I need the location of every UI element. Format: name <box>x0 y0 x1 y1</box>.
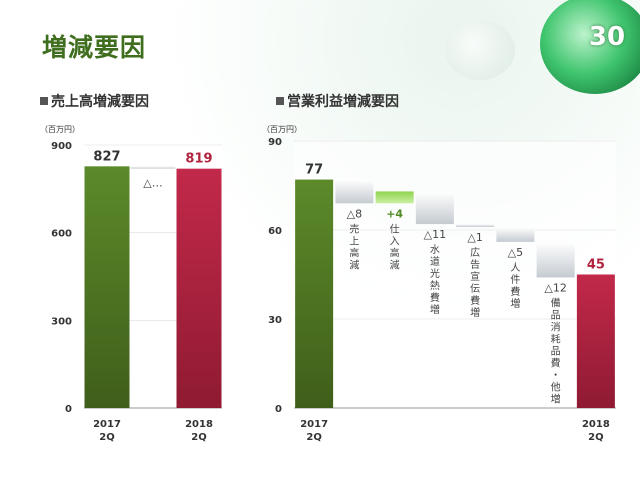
factor-label: 仕入高減 <box>390 222 400 271</box>
factor-label: 売上高減 <box>349 222 359 271</box>
factor-label-text: 売上高減 <box>349 222 359 271</box>
data-label: △12 <box>544 281 566 294</box>
chart1-title: 売上高増減要因 <box>51 94 149 110</box>
factor-label-text: 仕入高減 <box>390 222 400 271</box>
bar-total <box>295 179 334 408</box>
bar-decrease <box>130 166 176 169</box>
factor-label: 備品消耗品費・他増 <box>551 296 561 405</box>
data-label: 827 <box>93 149 120 164</box>
globe-decoration-small <box>445 20 515 80</box>
data-label: 45 <box>587 258 605 273</box>
bar-decrease <box>335 179 374 204</box>
bar-decrease <box>456 224 495 228</box>
data-label: +4 <box>386 207 403 220</box>
factor-label: 人件費増 <box>510 262 520 310</box>
bar-decrease <box>415 191 454 225</box>
bullet-square-icon <box>276 97 284 105</box>
factor-label: 水道光熱費増 <box>430 244 440 316</box>
data-label: △5 <box>508 246 523 259</box>
data-label: △1 <box>467 231 482 244</box>
page-number: 30 <box>588 22 626 52</box>
y-tick-label: 30 <box>268 315 282 326</box>
data-label: △… <box>143 177 162 190</box>
y-tick-label: 600 <box>51 229 72 240</box>
y-tick-label: 60 <box>268 226 282 237</box>
bullet-square-icon <box>40 97 48 105</box>
x-category-label: 2018 2Q <box>582 419 610 443</box>
y-tick-label: 300 <box>51 316 72 327</box>
data-label: △11 <box>424 228 446 241</box>
x-category-label: 2017 2Q <box>300 419 328 443</box>
bar-total <box>84 166 130 408</box>
chart2-title-wrap: 営業利益増減要因 <box>276 91 399 111</box>
data-label: 77 <box>305 163 323 178</box>
chart2-title: 営業利益増減要因 <box>287 94 399 110</box>
y-tick-label: 90 <box>268 137 282 148</box>
chart1-unit: （百万円） <box>40 125 80 134</box>
factor-label: 広告宣伝費増 <box>470 246 480 319</box>
slide-title: 増減要因 <box>42 33 147 62</box>
data-label: 819 <box>185 152 212 167</box>
factor-label-text: 備品消耗品費・他増 <box>551 296 561 405</box>
y-tick-label: 0 <box>65 404 72 415</box>
bar-increase <box>375 191 414 204</box>
bar-decrease <box>496 227 535 242</box>
x-category-label: 2017 2Q <box>93 419 121 443</box>
chart1-title-wrap: 売上高増減要因 <box>40 91 149 111</box>
bar-decrease <box>536 241 575 278</box>
x-category-label: 2018 2Q <box>185 419 213 443</box>
factor-label-text: 広告宣伝費増 <box>470 246 480 319</box>
data-label: △8 <box>347 207 362 220</box>
chart2-unit: （百万円） <box>262 125 302 134</box>
globe-decoration <box>540 0 640 94</box>
factor-label-text: 人件費増 <box>510 262 520 310</box>
y-tick-label: 900 <box>51 141 72 152</box>
bar-total <box>576 274 615 408</box>
factor-label-text: 水道光熱費増 <box>430 244 440 316</box>
y-tick-label: 0 <box>275 404 282 415</box>
bar-total <box>176 168 222 408</box>
